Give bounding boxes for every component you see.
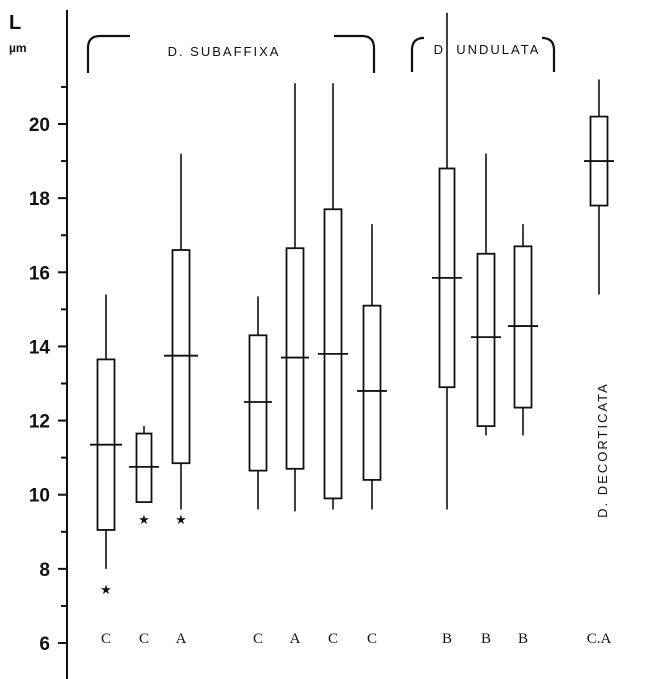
y-tick-label: 6 bbox=[39, 634, 50, 655]
y-tick-label: 8 bbox=[39, 560, 50, 581]
y-tick-label: 18 bbox=[29, 189, 50, 210]
code-label: B bbox=[481, 631, 491, 647]
box-rect bbox=[285, 247, 305, 470]
group-label-undulata: D. UNDULATA bbox=[434, 42, 541, 57]
y-tick-label: 16 bbox=[29, 263, 50, 284]
code-label: B bbox=[518, 631, 528, 647]
box-rect bbox=[513, 245, 533, 409]
box-rect bbox=[135, 432, 153, 504]
code-label: C bbox=[328, 631, 338, 647]
code-label: C bbox=[101, 631, 111, 647]
y-ticks: 6 8 10 12 14 16 18 20 bbox=[29, 85, 67, 655]
group-label-decorticata: D. DECORTICATA bbox=[595, 382, 610, 518]
code-label: C bbox=[139, 631, 149, 647]
code-labels: C C A C A C C B B B C.A bbox=[101, 631, 611, 647]
bracket-right bbox=[541, 36, 556, 72]
box-rect bbox=[171, 249, 191, 465]
star-marker: ★ bbox=[138, 513, 150, 528]
y-axis-label: L bbox=[9, 12, 21, 34]
box-rect bbox=[362, 304, 382, 481]
bracket-right bbox=[334, 34, 376, 73]
bracket-left bbox=[86, 34, 130, 73]
y-tick-label: 14 bbox=[29, 337, 51, 358]
y-tick-label: 20 bbox=[29, 115, 50, 136]
box-rect bbox=[248, 334, 268, 472]
code-label: A bbox=[290, 631, 301, 647]
group-brackets: D. SUBAFFIXA D. UNDULATA D. DECORTICATA bbox=[86, 34, 610, 518]
box-rect bbox=[476, 252, 496, 428]
y-tick-label: 12 bbox=[29, 412, 50, 433]
boxes: ★ ★ ★ bbox=[90, 12, 614, 598]
code-label: C.A bbox=[587, 631, 612, 647]
y-axis-unit: µm bbox=[9, 41, 27, 55]
code-label: B bbox=[442, 631, 452, 647]
code-label: C bbox=[367, 631, 377, 647]
star-marker: ★ bbox=[100, 583, 112, 598]
code-label: A bbox=[176, 631, 187, 647]
group-label-subaffixa: D. SUBAFFIXA bbox=[168, 44, 281, 59]
code-label: C bbox=[253, 631, 263, 647]
bracket-left bbox=[410, 36, 425, 72]
y-tick-label: 10 bbox=[29, 486, 50, 507]
star-marker: ★ bbox=[175, 513, 187, 528]
